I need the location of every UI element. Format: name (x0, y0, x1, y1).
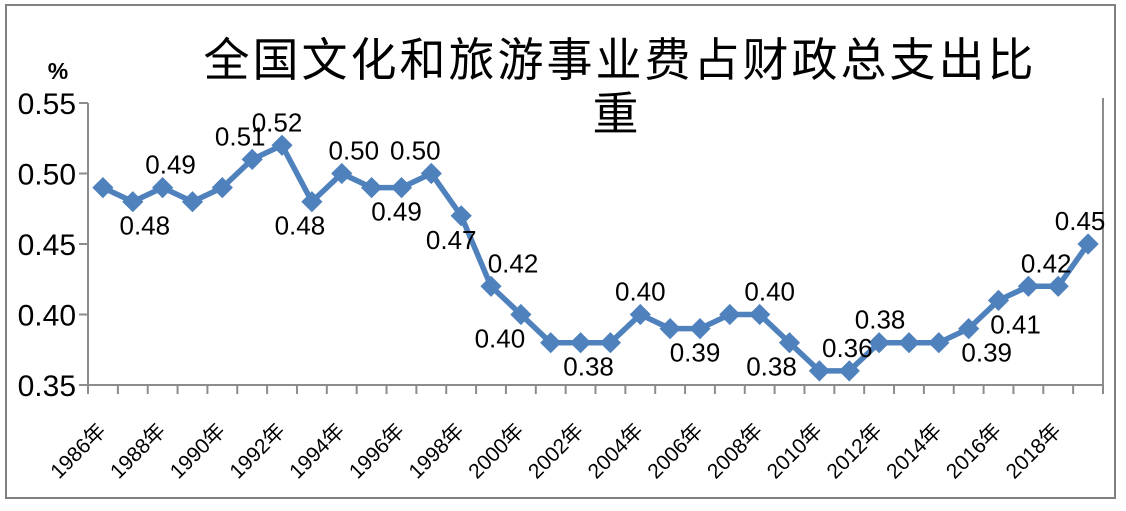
data-label-1992: 0.52 (252, 107, 303, 137)
data-point-marker-1988 (151, 176, 174, 199)
data-label-1994: 0.50 (328, 136, 379, 166)
data-point-marker-2019 (1077, 233, 1099, 255)
data-point-marker-1990 (211, 176, 233, 199)
data-label-1998: 0.47 (426, 225, 477, 255)
data-point-marker-2009 (778, 332, 801, 354)
data-point-marker-1989 (181, 191, 204, 213)
data-point-marker-2013 (898, 332, 920, 354)
data-label-2019: 0.45 (1055, 206, 1106, 236)
y-axis-tick-label: 0.55 (18, 88, 76, 121)
data-label-1997: 0.50 (390, 136, 441, 166)
data-label-1991: 0.51 (215, 121, 266, 151)
data-label-2012: 0.38 (855, 305, 906, 335)
data-point-marker-2007 (719, 303, 741, 326)
data-label-2004: 0.40 (615, 277, 666, 307)
data-point-marker-2016 (987, 289, 1010, 312)
data-point-marker-2000 (510, 303, 532, 326)
data-point-marker-1987 (122, 191, 144, 213)
data-point-marker-2018 (1047, 275, 1069, 297)
data-label-1993: 0.48 (275, 211, 326, 241)
data-label-2009: 0.38 (746, 352, 797, 382)
data-label-1988: 0.49 (145, 150, 196, 180)
data-point-marker-1994 (331, 162, 353, 185)
data-label-2018: 0.42 (1021, 248, 1072, 278)
y-axis-tick-label: 0.35 (18, 370, 76, 403)
data-point-marker-2006 (689, 317, 711, 340)
data-point-marker-2017 (1017, 275, 1040, 297)
data-point-marker-1996 (390, 176, 413, 199)
data-point-marker-2015 (958, 317, 980, 340)
data-point-marker-1986 (92, 176, 114, 199)
data-point-marker-2001 (540, 332, 562, 354)
data-point-marker-1992 (271, 134, 293, 156)
data-point-marker-2011 (838, 360, 860, 382)
series-line (100, 142, 1091, 374)
data-point-marker-2010 (808, 360, 831, 382)
y-axis-tick-label: 0.45 (18, 229, 76, 262)
data-point-marker-1997 (420, 162, 442, 185)
y-axis-tick-label: 0.50 (18, 159, 76, 192)
data-label-2015: 0.39 (961, 338, 1012, 368)
outer-border (5, 4, 1116, 499)
data-label-2000: 0.40 (475, 324, 526, 354)
data-point-marker-2008 (749, 303, 771, 326)
data-point-marker-2002 (569, 332, 592, 354)
y-axis-tick-label: 0.40 (18, 300, 76, 333)
data-point-marker-1998 (450, 205, 472, 227)
data-label-1999: 0.42 (488, 248, 539, 278)
data-label-1987: 0.48 (119, 211, 170, 241)
data-label-1996: 0.49 (371, 197, 422, 227)
chart-title-line2: 重 (593, 89, 642, 140)
data-label-2006: 0.39 (670, 338, 721, 368)
chart-title-line1: 全国文化和旅游事业费占财政总支出比 (204, 35, 1037, 86)
data-point-marker-1993 (301, 191, 323, 213)
data-point-marker-2003 (599, 332, 622, 354)
data-point-marker-2012 (868, 332, 890, 354)
data-point-marker-2005 (659, 317, 681, 340)
data-point-marker-2014 (928, 332, 950, 354)
data-label-2016: 0.41 (990, 309, 1041, 339)
data-point-marker-1991 (241, 148, 263, 171)
data-label-2002: 0.38 (563, 352, 614, 382)
data-point-marker-1995 (360, 176, 383, 199)
data-label-2011: 0.36 (822, 333, 873, 363)
y-axis-unit-label: % (48, 58, 68, 84)
data-point-marker-2004 (629, 303, 651, 326)
data-label-2008: 0.40 (744, 277, 795, 307)
data-point-marker-1999 (480, 275, 502, 297)
